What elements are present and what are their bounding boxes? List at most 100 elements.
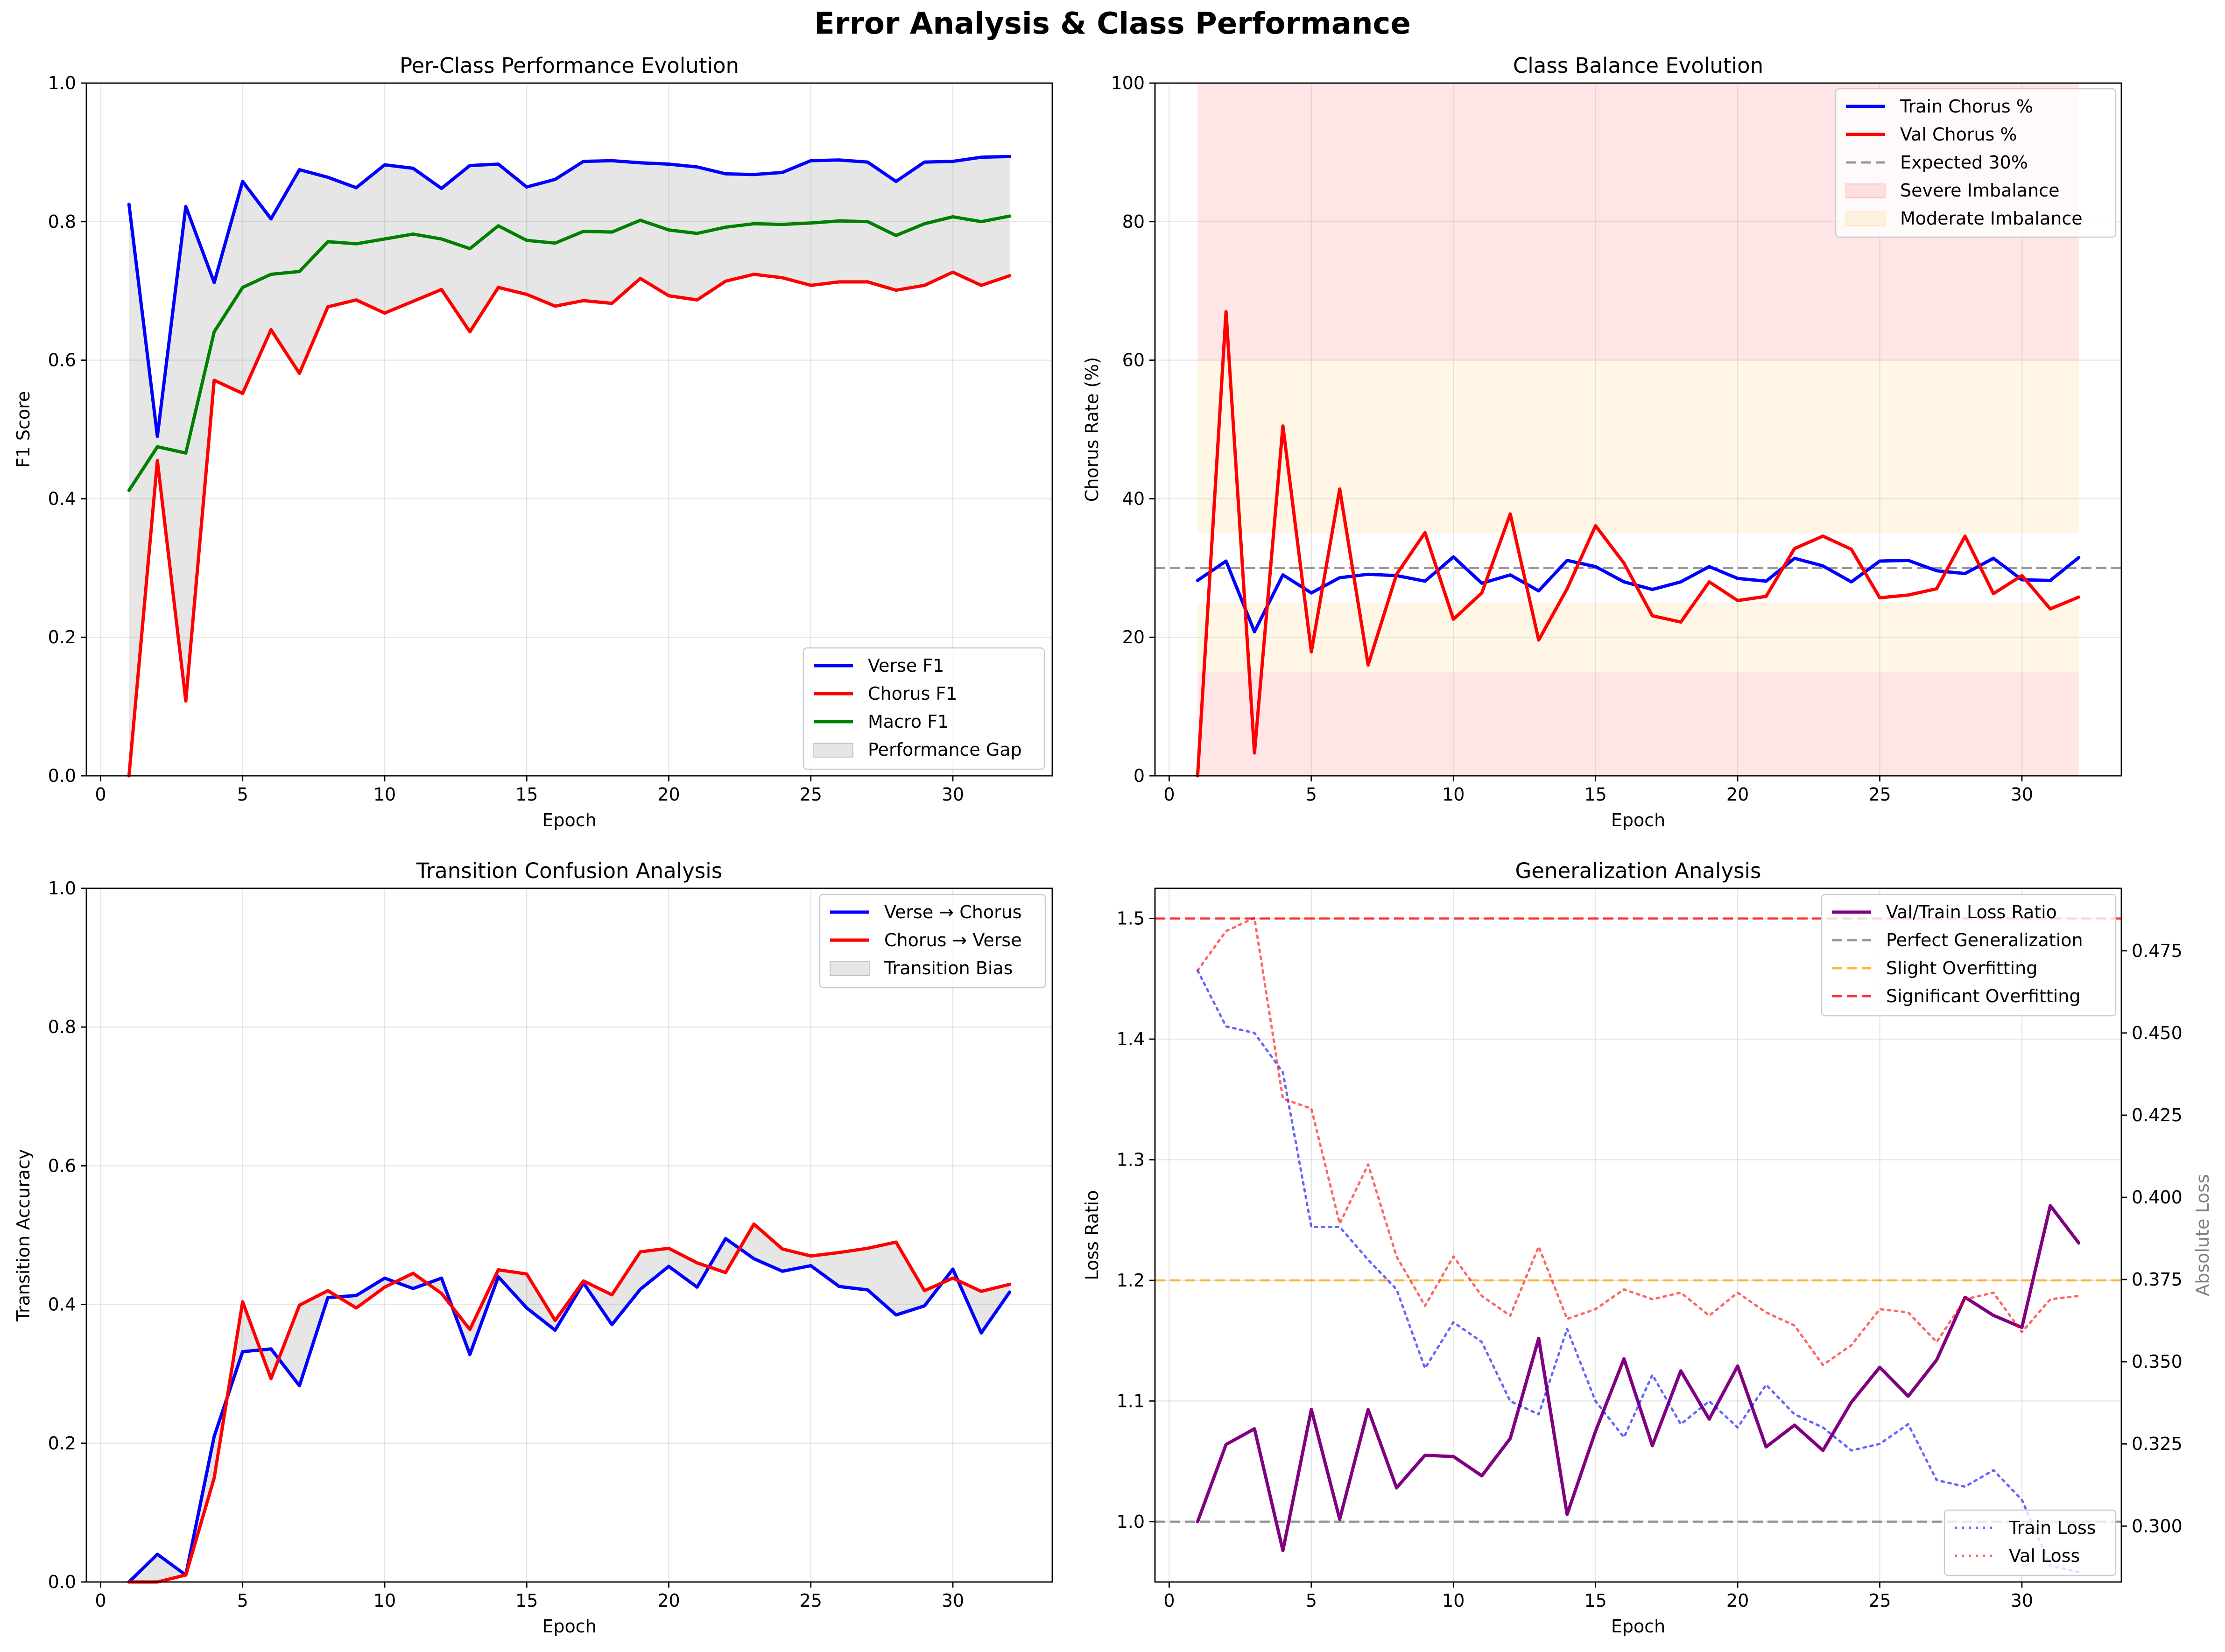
x-tick-label: 10 (373, 784, 396, 805)
y-right-tick-label: 0.325 (2132, 1434, 2183, 1454)
panel-p4: 0 5 10 15 20 25 30 1.0 1.1 1.2 1.3 1.4 1.5 0.300 0.325… (1082, 858, 2213, 1637)
panel-p3: 0 5 10 15 20 25 30 0.0 0.2 0.4 0.6 0.8 1.0 Transition… (13, 858, 1053, 1637)
legend-label: Val/Train Loss Ratio (1886, 902, 2057, 922)
legend-swatch (813, 743, 853, 758)
y-tick-label: 1.1 (1117, 1391, 1145, 1411)
x-tick-label: 0 (1163, 784, 1175, 805)
y-tick-label: 0.0 (48, 1572, 76, 1592)
x-tick-label: 25 (1868, 1590, 1891, 1611)
y-right-axis-label: Absolute Loss (2192, 1174, 2213, 1296)
legend-frame (1835, 88, 2117, 238)
axes-frame (1154, 887, 2122, 1583)
x-axis-label: Epoch (542, 1616, 596, 1637)
series-train-chorus-pct (1196, 555, 2081, 633)
y-tick-label: 40 (1122, 488, 1145, 509)
series-val-train-loss-ratio (1196, 1204, 2081, 1553)
band-moderate-imbalance-2 (1197, 360, 2079, 534)
series-chorus-f1 (127, 270, 1012, 778)
y-tick-label: 100 (1111, 73, 1145, 93)
x-tick-label: 5 (1306, 1590, 1317, 1611)
x-tick-label: 10 (1442, 784, 1465, 805)
axes-frame (85, 887, 1053, 1583)
y-right-tick-label: 0.400 (2132, 1187, 2183, 1208)
series-macro-f1 (127, 214, 1012, 492)
y-tick-label: 1.4 (1117, 1029, 1145, 1049)
x-tick-label: 30 (942, 1590, 964, 1611)
series-verse-f1 (127, 155, 1012, 438)
x-axis-label: Epoch (542, 810, 596, 830)
y-tick-label: 1.0 (48, 878, 76, 899)
x-axis-label: Epoch (1611, 1616, 1665, 1637)
legend-frame (819, 893, 1046, 989)
y-tick-label: 1.5 (1117, 908, 1145, 929)
x-tick-label: 10 (1442, 1590, 1465, 1611)
y-right-tick-label: 0.375 (2132, 1269, 2183, 1290)
x-tick-label: 25 (800, 1590, 822, 1611)
y-tick-label: 0.2 (48, 1433, 76, 1454)
y-tick-label: 1.0 (48, 73, 76, 93)
series-val-loss (1196, 916, 2080, 1366)
y-tick-label: 0.8 (48, 211, 76, 232)
x-tick-label: 0 (95, 1590, 106, 1611)
legend-swatch (830, 961, 870, 976)
legend-swatch (1845, 211, 1886, 226)
y-right-tick-label: 0.350 (2132, 1351, 2183, 1372)
y-tick-label: 0.6 (48, 350, 76, 371)
legend-label: Val Loss (2009, 1546, 2080, 1566)
panel-p2: 0 5 10 15 20 25 30 0 20 40 60 80 100 Class Balance Ev… (1082, 53, 2122, 830)
y-tick-label: 80 (1122, 211, 1145, 232)
x-tick-label: 30 (942, 784, 964, 805)
legend-label: Val Chorus % (1900, 124, 2017, 145)
legend-label: Chorus → Verse (884, 930, 1022, 950)
x-tick-label: 5 (237, 1590, 248, 1611)
legend-frame (1821, 893, 2117, 1017)
x-tick-label: 15 (1584, 784, 1606, 805)
y-tick-label: 0 (1134, 766, 1145, 786)
legend-label: Severe Imbalance (1900, 180, 2059, 201)
y-right-tick-label: 0.475 (2132, 941, 2183, 961)
legend-label: Expected 30% (1900, 152, 2028, 173)
x-tick-label: 5 (1306, 784, 1317, 805)
y-tick-label: 0.6 (48, 1155, 76, 1176)
series-val-chorus-pct (1196, 310, 2081, 778)
legend-label: Moderate Imbalance (1900, 208, 2083, 229)
legend-label: Significant Overfitting (1886, 986, 2081, 1006)
legend-label: Slight Overfitting (1886, 958, 2037, 978)
legend-label: Macro F1 (868, 711, 949, 732)
y-axis-label: Loss Ratio (1082, 1190, 1102, 1280)
legend-label: Verse → Chorus (884, 902, 1022, 922)
x-tick-label: 5 (237, 784, 248, 805)
legend: Verse F1 Chorus F1 Macro F1 Performance Gap (803, 647, 1045, 770)
legend-frame (1943, 1509, 2117, 1576)
x-tick-label: 15 (515, 1590, 538, 1611)
series-chorus-to-verse (127, 1222, 1012, 1584)
y-tick-label: 0.0 (48, 766, 76, 786)
legend-label: Verse F1 (868, 655, 944, 676)
figure-suptitle: Error Analysis & Class Performance (814, 7, 1411, 41)
axes-frame (85, 82, 1053, 777)
legend-label: Performance Gap (868, 739, 1022, 760)
legend-label: Train Loss (2008, 1518, 2096, 1538)
x-tick-label: 20 (1726, 784, 1749, 805)
x-tick-label: 0 (1163, 1590, 1175, 1611)
legend-label: Perfect Generalization (1886, 930, 2083, 950)
y-right-tick-label: 0.450 (2132, 1023, 2183, 1043)
x-tick-label: 15 (515, 784, 538, 805)
y-axis-label: Chorus Rate (%) (1082, 357, 1102, 502)
x-tick-label: 0 (95, 784, 106, 805)
y-tick-label: 1.0 (1117, 1511, 1145, 1532)
x-tick-label: 30 (2011, 1590, 2033, 1611)
y-right-tick-label: 0.425 (2132, 1105, 2183, 1125)
panel-p1: 0 5 10 15 20 25 30 0.0 0.2 0.4 0.6 0.8 1.0 Per-Class … (13, 53, 1053, 830)
x-tick-label: 20 (657, 784, 680, 805)
y-tick-label: 0.4 (48, 1294, 76, 1315)
legend-swatch (1845, 183, 1886, 198)
legend: Train Chorus % Val Chorus % Expected 30% Se… (1835, 88, 2117, 238)
panel-title: Per-Class Performance Evolution (400, 53, 739, 78)
legend-label: Train Chorus % (1900, 96, 2033, 117)
x-tick-label: 20 (1726, 1590, 1749, 1611)
band-severe-imbalance-1 (1197, 672, 2079, 776)
x-axis-label: Epoch (1611, 810, 1665, 830)
legend: Verse → Chorus Chorus → Verse Transition B… (819, 893, 1046, 989)
